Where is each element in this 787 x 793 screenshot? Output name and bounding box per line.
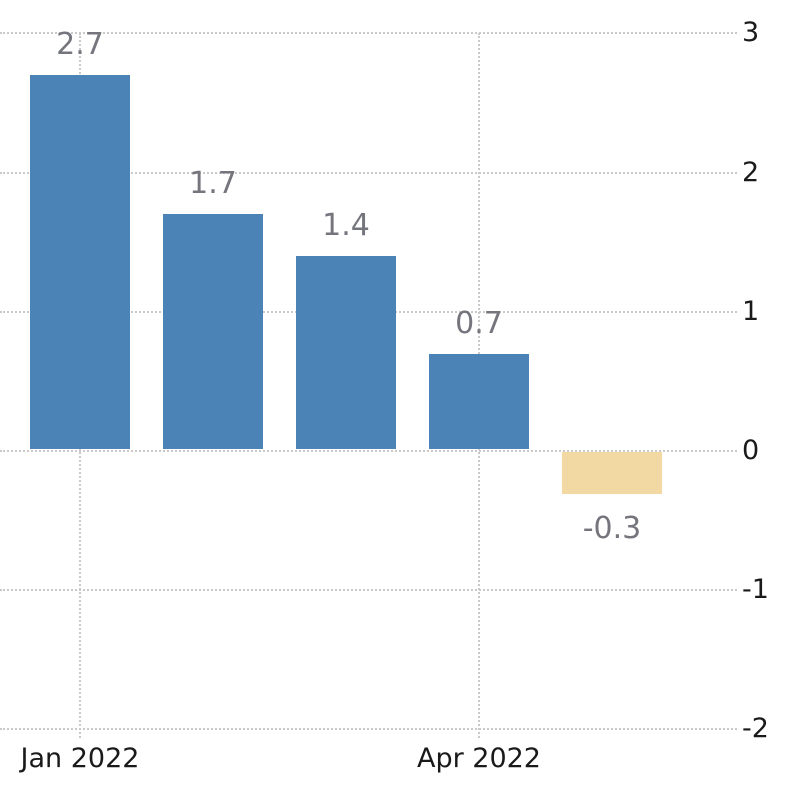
y-axis-tick-label: -1	[742, 574, 769, 606]
x-axis-tick-label: Jan 2022	[20, 743, 140, 774]
bar-positive	[163, 214, 263, 449]
bar-positive	[296, 256, 396, 449]
y-axis-tick-label: -2	[742, 713, 769, 745]
bar-positive	[30, 75, 130, 449]
bar-value-label: 0.7	[455, 305, 503, 341]
horizontal-gridline	[0, 32, 737, 35]
horizontal-gridline	[0, 589, 737, 592]
y-axis-tick-label: 0	[742, 435, 760, 466]
x-axis-tick-label: Apr 2022	[416, 743, 541, 774]
horizontal-gridline	[0, 728, 737, 731]
bar-negative	[562, 452, 662, 494]
horizontal-gridline	[0, 171, 737, 174]
bar-positive	[429, 353, 529, 449]
bar-value-label: 2.7	[56, 27, 104, 63]
y-axis-tick-label: 1	[742, 295, 760, 327]
bar-value-label: 1.7	[189, 166, 237, 202]
bar-value-label: -0.3	[582, 510, 642, 546]
bar-value-label: 1.4	[322, 208, 370, 244]
y-axis-tick-label: 3	[742, 17, 760, 49]
horizontal-gridline	[0, 450, 737, 452]
y-axis-tick-label: 2	[742, 156, 760, 188]
